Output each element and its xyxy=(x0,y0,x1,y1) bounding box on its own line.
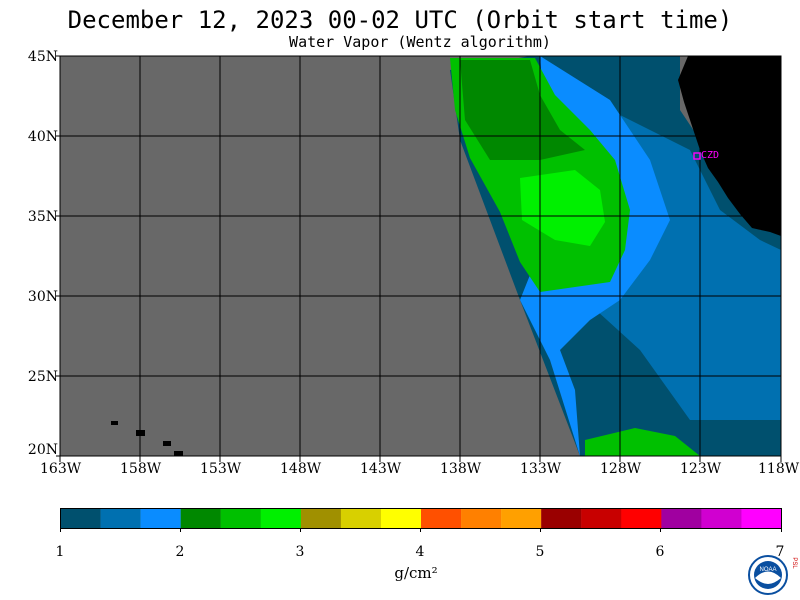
lon-label-133w: 133W xyxy=(520,461,562,477)
lon-label-118w: 118W xyxy=(758,461,800,477)
colorbar-cell xyxy=(541,508,582,529)
island-hawaii xyxy=(174,451,183,456)
colorbar-cell xyxy=(60,508,101,529)
colorbar-ticks xyxy=(60,528,782,532)
colorbar-units: g/cm² xyxy=(394,564,438,582)
lat-tick-marks xyxy=(56,55,60,457)
map-subtitle: Water Vapor (Wentz algorithm) xyxy=(289,33,551,51)
colorbar-cell xyxy=(701,508,742,529)
lon-label-138w: 138W xyxy=(440,461,482,477)
noaa-logo-text: NOAA xyxy=(759,567,776,573)
colorbar-cell xyxy=(501,508,542,529)
dark-green-core xyxy=(460,60,585,160)
water-vapor-map: CZD xyxy=(56,55,782,462)
colorbar-cell xyxy=(260,508,302,529)
colorbar-cell xyxy=(421,508,462,529)
colorbar-tick-4: 4 xyxy=(415,544,425,560)
lon-label-143w: 143W xyxy=(360,461,402,477)
colorbar-tick-1: 1 xyxy=(55,544,65,560)
coastline-land xyxy=(678,56,781,236)
lat-label-45n: 45N xyxy=(27,49,58,65)
colorbar-tick-5: 5 xyxy=(535,544,545,560)
lat-label-40n: 40N xyxy=(27,129,58,145)
colorbar-cell xyxy=(180,508,221,529)
colorbar-tick-7: 7 xyxy=(775,544,785,560)
island-kauai xyxy=(111,421,118,425)
psl-side-text: PSL xyxy=(791,557,797,569)
lat-label-25n: 25N xyxy=(27,369,58,385)
colorbar-cell xyxy=(140,508,181,529)
colorbar-cell xyxy=(661,508,702,529)
lat-label-30n: 30N xyxy=(27,289,58,305)
lon-tick-marks xyxy=(59,456,782,462)
lon-label-158w: 158W xyxy=(120,461,162,477)
colorbar-cell xyxy=(220,508,261,529)
lat-label-35n: 35N xyxy=(27,209,58,225)
station-label: CZD xyxy=(701,150,719,161)
colorbar-cell xyxy=(100,508,141,529)
station-marker-czd: CZD xyxy=(693,150,719,161)
noaa-psl-logo: NOAA PSL xyxy=(748,555,797,595)
colorbar-tick-6: 6 xyxy=(655,544,665,560)
lon-label-148w: 148W xyxy=(280,461,322,477)
colorbar-cell xyxy=(340,508,382,529)
noaa-bird-icon xyxy=(755,571,781,584)
colorbar-cell xyxy=(741,508,782,529)
longitude-grid xyxy=(139,56,701,456)
island-maui xyxy=(163,441,171,446)
lon-label-128w: 128W xyxy=(600,461,642,477)
colorbar xyxy=(60,508,782,532)
lon-label-163w: 163W xyxy=(40,461,82,477)
colorbar-cell xyxy=(461,508,502,529)
bright-green-core xyxy=(520,170,605,246)
colorbar-cell xyxy=(621,508,662,529)
latitude-grid xyxy=(60,135,781,377)
lon-label-153w: 153W xyxy=(200,461,242,477)
lat-label-20n: 20N xyxy=(27,442,58,458)
colorbar-cell xyxy=(581,508,622,529)
colorbar-tick-2: 2 xyxy=(175,544,185,560)
colorbar-cell xyxy=(300,508,342,529)
green-south-patch xyxy=(585,428,700,456)
colorbar-cell xyxy=(380,508,422,529)
colorbar-tick-3: 3 xyxy=(295,544,305,560)
lon-label-123w: 123W xyxy=(680,461,722,477)
map-title: December 12, 2023 00-02 UTC (Orbit start… xyxy=(67,6,733,34)
map-border xyxy=(59,55,782,457)
